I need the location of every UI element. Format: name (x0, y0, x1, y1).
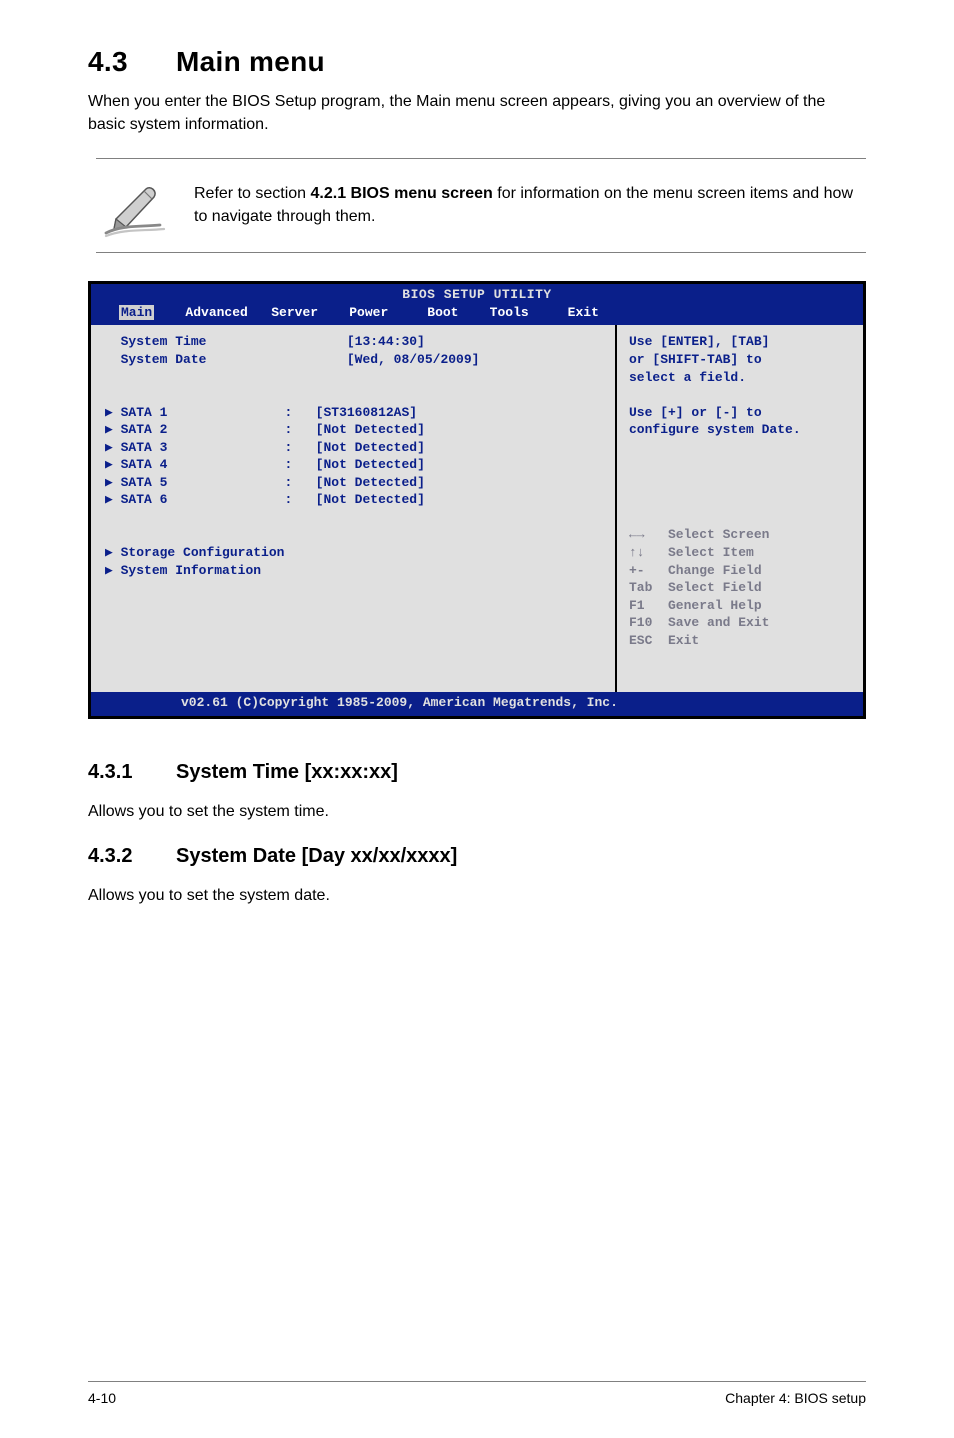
section-heading: 4.3Main menu (88, 46, 866, 78)
note-bold: 4.2.1 BIOS menu screen (311, 185, 493, 202)
sub1-body: Allows you to set the system time. (88, 800, 866, 823)
bios-menu-selected: Main (119, 305, 154, 320)
section-number: 4.3 (88, 46, 176, 78)
sub1-heading: 4.3.1System Time [xx:xx:xx] (88, 761, 866, 784)
intro-text: When you enter the BIOS Setup program, t… (88, 90, 866, 136)
page-number: 4-10 (88, 1390, 116, 1406)
pen-icon (96, 167, 176, 244)
note-text: Refer to section 4.2.1 BIOS menu screen … (194, 179, 866, 232)
bios-right-panel: Use [ENTER], [TAB] or [SHIFT-TAB] to sel… (615, 325, 863, 692)
page-footer: 4-10 Chapter 4: BIOS setup (88, 1381, 866, 1406)
sub2-title: System Date [Day xx/xx/xxxx] (176, 845, 457, 867)
sub1-title: System Time [xx:xx:xx] (176, 761, 398, 783)
section-title: Main menu (176, 46, 325, 77)
sub2-body: Allows you to set the system date. (88, 884, 866, 907)
bios-body: System Time [13:44:30] System Date [Wed,… (91, 325, 863, 692)
bios-menubar: Main Advanced Server Power Boot Tools Ex… (91, 304, 863, 326)
page-chapter: Chapter 4: BIOS setup (725, 1390, 866, 1406)
note-box: Refer to section 4.2.1 BIOS menu screen … (96, 158, 866, 253)
bios-left-panel: System Time [13:44:30] System Date [Wed,… (91, 325, 615, 692)
bios-footer: v02.61 (C)Copyright 1985-2009, American … (91, 692, 863, 716)
bios-screenshot: BIOS SETUP UTILITY Main Advanced Server … (88, 281, 866, 719)
note-before: Refer to section (194, 185, 311, 202)
sub2-heading: 4.3.2System Date [Day xx/xx/xxxx] (88, 845, 866, 868)
bios-title: BIOS SETUP UTILITY (91, 284, 863, 304)
bios-menu-rest: Advanced Server Power Boot Tools Exit (154, 305, 599, 320)
sub2-number: 4.3.2 (88, 845, 176, 868)
sub1-number: 4.3.1 (88, 761, 176, 784)
